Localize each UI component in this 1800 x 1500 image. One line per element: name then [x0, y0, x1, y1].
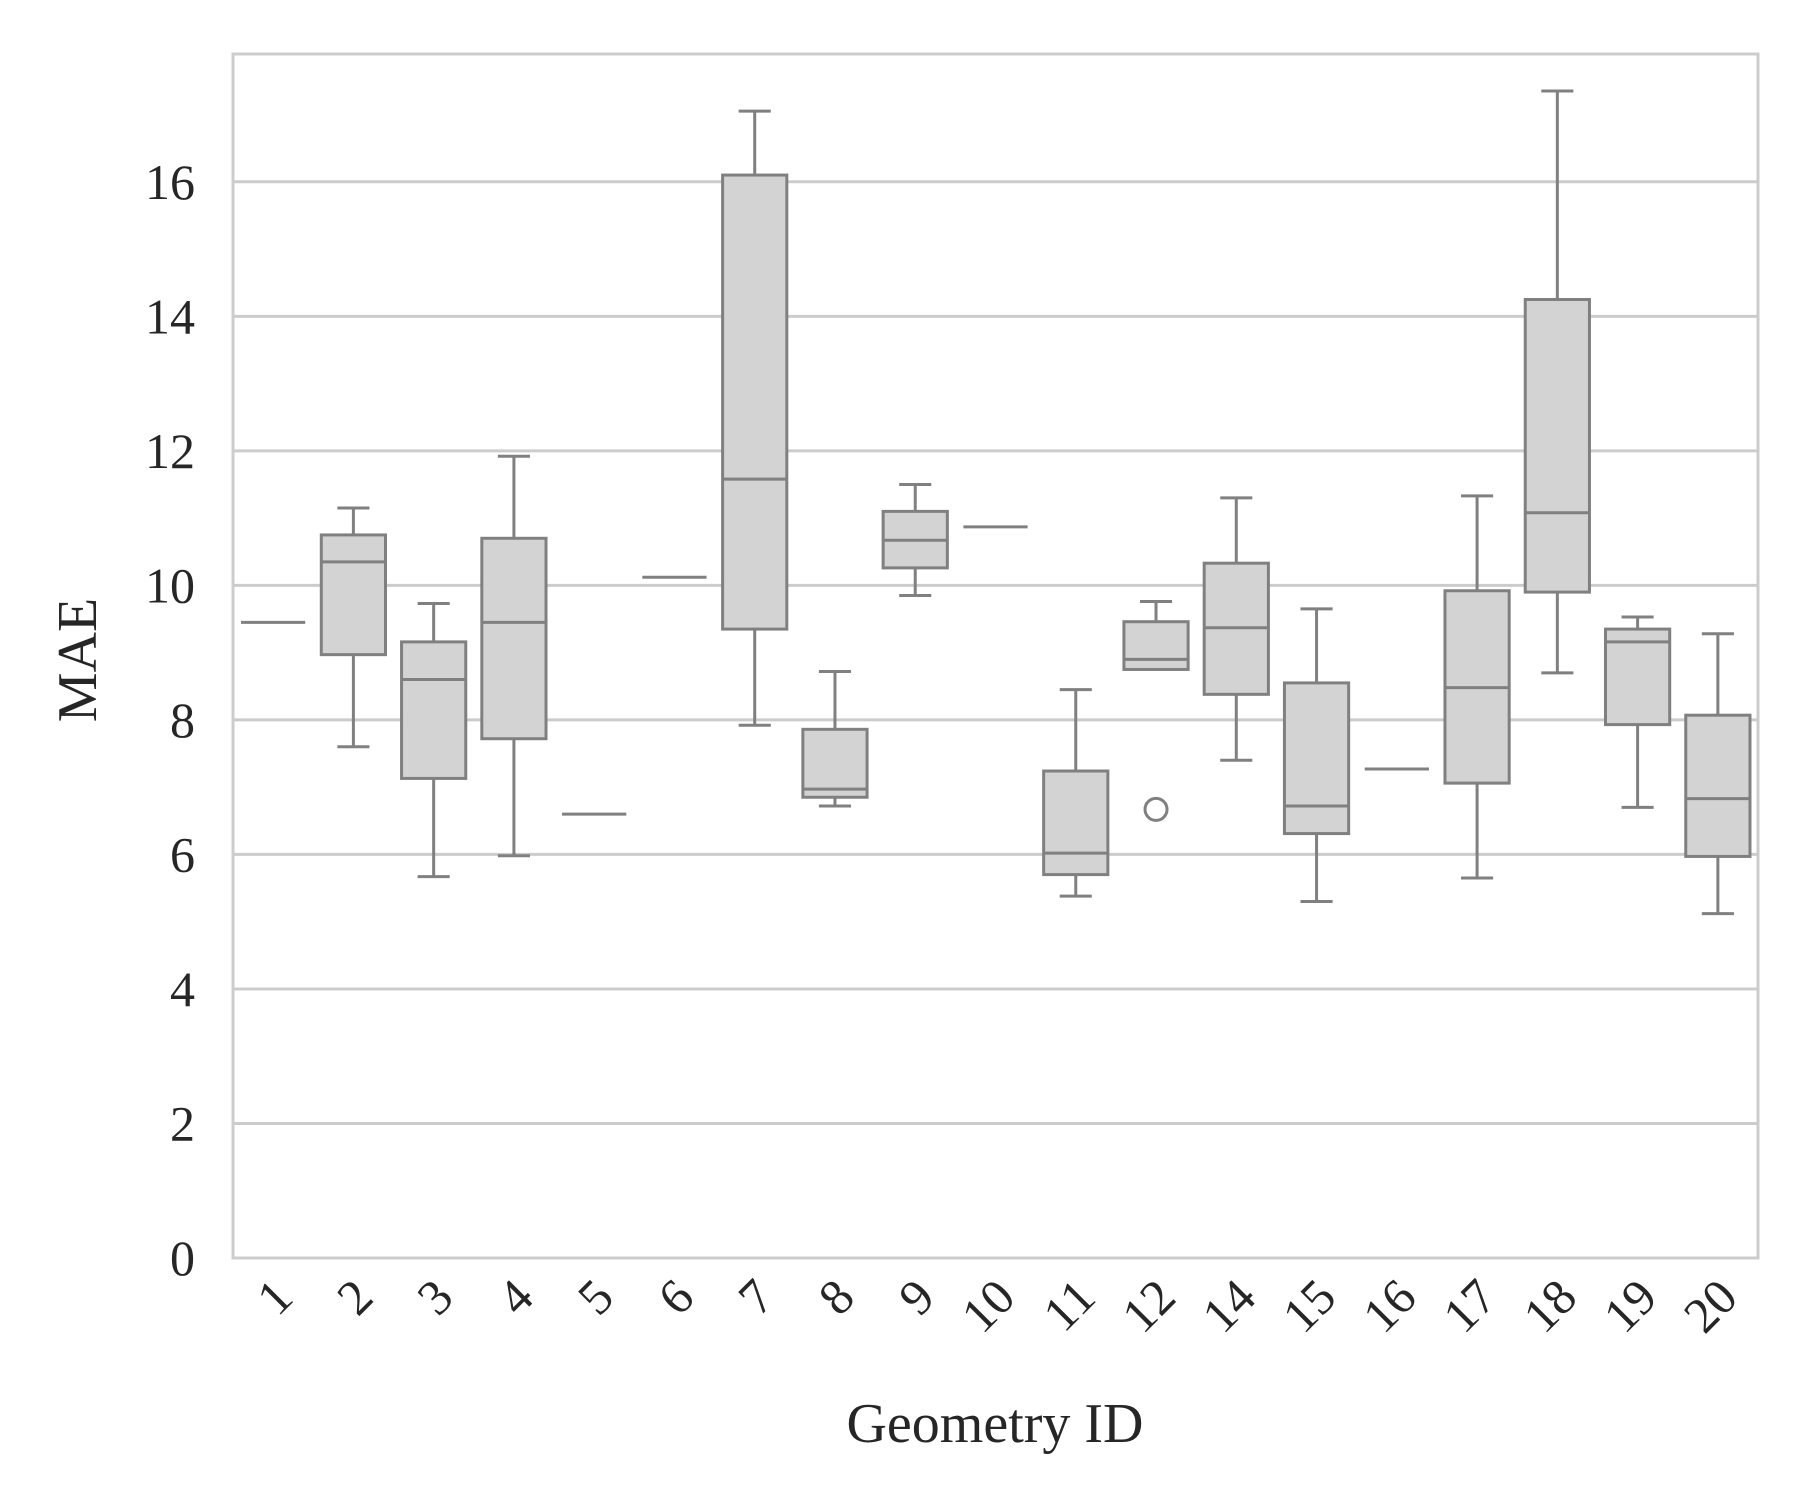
x-tick-label-8: 8 — [807, 1268, 864, 1325]
x-tick-label-12: 12 — [1111, 1268, 1186, 1343]
box-group-17 — [1443, 494, 1511, 880]
y-tick-label-4: 4 — [170, 961, 195, 1017]
box-7 — [721, 173, 789, 631]
box-group-20 — [1684, 632, 1752, 916]
y-axis-title: MAE — [47, 598, 109, 722]
box-group-3 — [400, 602, 468, 879]
plot-frame — [231, 52, 1760, 1260]
box-19 — [1604, 627, 1672, 727]
x-tick-label-4: 4 — [486, 1268, 543, 1325]
y-tick-label-8: 8 — [170, 692, 195, 748]
x-tick-label-3: 3 — [406, 1268, 463, 1325]
x-tick-label-5: 5 — [567, 1268, 624, 1325]
x-tick-label-14: 14 — [1191, 1268, 1266, 1343]
y-tick-label-2: 2 — [170, 1095, 195, 1151]
x-tick-label-7: 7 — [727, 1268, 784, 1325]
x-tick-label-6: 6 — [647, 1268, 704, 1325]
box-group-8 — [801, 669, 869, 808]
box-11 — [1042, 769, 1110, 877]
x-tick-label-9: 9 — [888, 1268, 945, 1325]
box-group-11 — [1042, 688, 1110, 898]
box-15 — [1282, 681, 1351, 836]
box-group-18 — [1523, 89, 1591, 675]
box-4 — [480, 536, 548, 741]
x-tick-labels: 1 2 3 4 5 6 7 8 9 10 11 12 14 15 16 17 18 19 20 — [246, 1268, 1748, 1343]
x-tick-label-17: 17 — [1432, 1268, 1507, 1343]
y-tick-label-0: 0 — [170, 1230, 195, 1286]
box-group-12 — [1122, 600, 1190, 822]
box-layer — [241, 89, 1752, 916]
y-tick-label-14: 14 — [145, 288, 195, 344]
y-tick-label-16: 16 — [145, 154, 195, 210]
box-12 — [1122, 620, 1190, 671]
x-tick-label-18: 18 — [1512, 1268, 1587, 1343]
x-tick-label-2: 2 — [326, 1268, 383, 1325]
box-2 — [319, 533, 387, 657]
box-group-4 — [480, 454, 548, 858]
box-group-9 — [881, 482, 949, 597]
x-axis-title: Geometry ID — [846, 1393, 1143, 1455]
y-tick-label-6: 6 — [170, 826, 195, 882]
box-3 — [400, 640, 468, 780]
y-tick-labels: 0 2 4 6 8 10 12 14 16 — [145, 154, 195, 1286]
box-group-14 — [1202, 496, 1270, 762]
box-group-7 — [721, 109, 789, 727]
x-tick-label-16: 16 — [1352, 1268, 1427, 1343]
y-tick-label-10: 10 — [145, 557, 195, 613]
box-8 — [801, 727, 869, 799]
x-tick-label-19: 19 — [1592, 1268, 1667, 1343]
box-group-2 — [319, 506, 387, 749]
outlier-point-12-0 — [1143, 796, 1169, 822]
x-tick-label-10: 10 — [950, 1268, 1025, 1343]
y-tick-label-12: 12 — [145, 423, 195, 479]
x-tick-label-11: 11 — [1032, 1268, 1106, 1342]
box-18 — [1523, 298, 1591, 594]
x-tick-label-15: 15 — [1271, 1268, 1346, 1343]
box-group-15 — [1282, 607, 1351, 904]
x-tick-label-20: 20 — [1673, 1268, 1748, 1343]
box-20 — [1684, 713, 1752, 858]
box-group-19 — [1604, 615, 1672, 809]
x-tick-label-1: 1 — [246, 1268, 303, 1325]
